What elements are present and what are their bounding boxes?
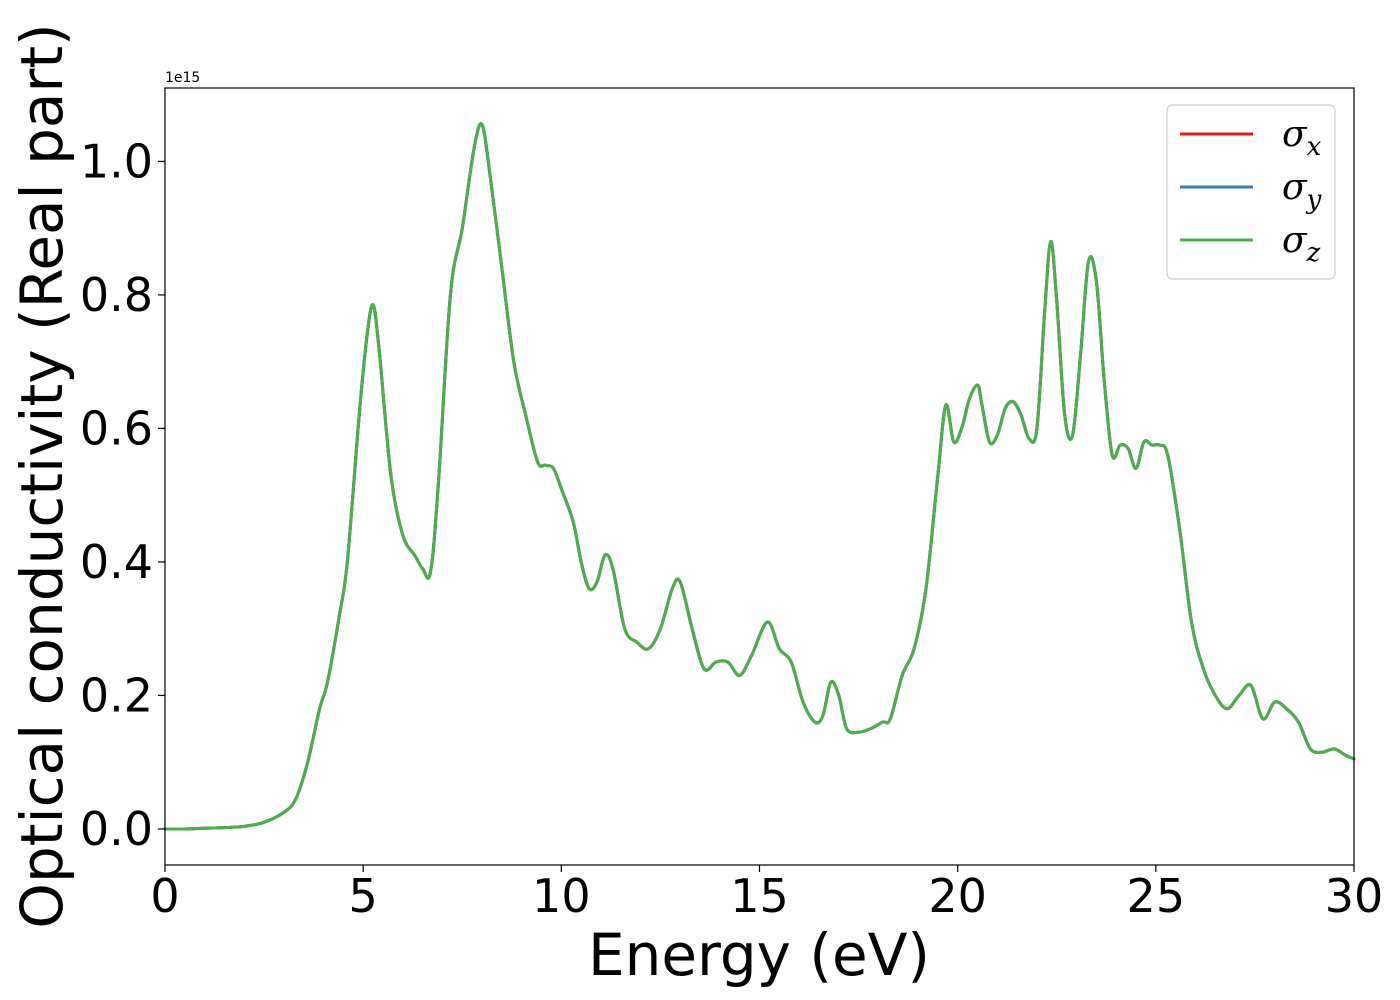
- y-axis-label: Optical conductivity (Real part): [8, 23, 76, 928]
- series-line-σz: [163, 122, 1356, 831]
- x-axis: 0 5 10 15 20 25 30: [150, 865, 1383, 923]
- y-tick-label: 1.0: [80, 134, 153, 188]
- legend-label: σy: [1282, 167, 1322, 215]
- y-offset-text: 1e15: [165, 70, 200, 86]
- legend-items: σx σy σz: [1180, 114, 1322, 268]
- x-tick-label: 0: [150, 869, 179, 923]
- x-tick-label: 20: [928, 869, 987, 923]
- x-tick-label: 30: [1325, 869, 1384, 923]
- y-tick-label: 0.0: [80, 802, 153, 856]
- y-axis: 0.0 0.2 0.4 0.6 0.8 1.0: [80, 134, 165, 856]
- series-layer: [163, 122, 1356, 831]
- x-tick-label: 5: [349, 869, 378, 923]
- y-tick-label: 0.4: [80, 535, 153, 589]
- legend-label: σz: [1282, 220, 1321, 268]
- x-tick-label: 25: [1127, 869, 1186, 923]
- x-axis-label: Energy (eV): [588, 921, 930, 989]
- y-tick-label: 0.2: [80, 668, 153, 722]
- legend-label: σx: [1282, 114, 1322, 162]
- x-tick-label: 10: [532, 869, 591, 923]
- legend-frame: [1166, 104, 1336, 280]
- legend: σx σy σz: [1166, 104, 1336, 280]
- x-tick-label: 15: [730, 869, 789, 923]
- y-tick-label: 0.8: [80, 268, 153, 322]
- y-tick-label: 0.6: [80, 401, 153, 455]
